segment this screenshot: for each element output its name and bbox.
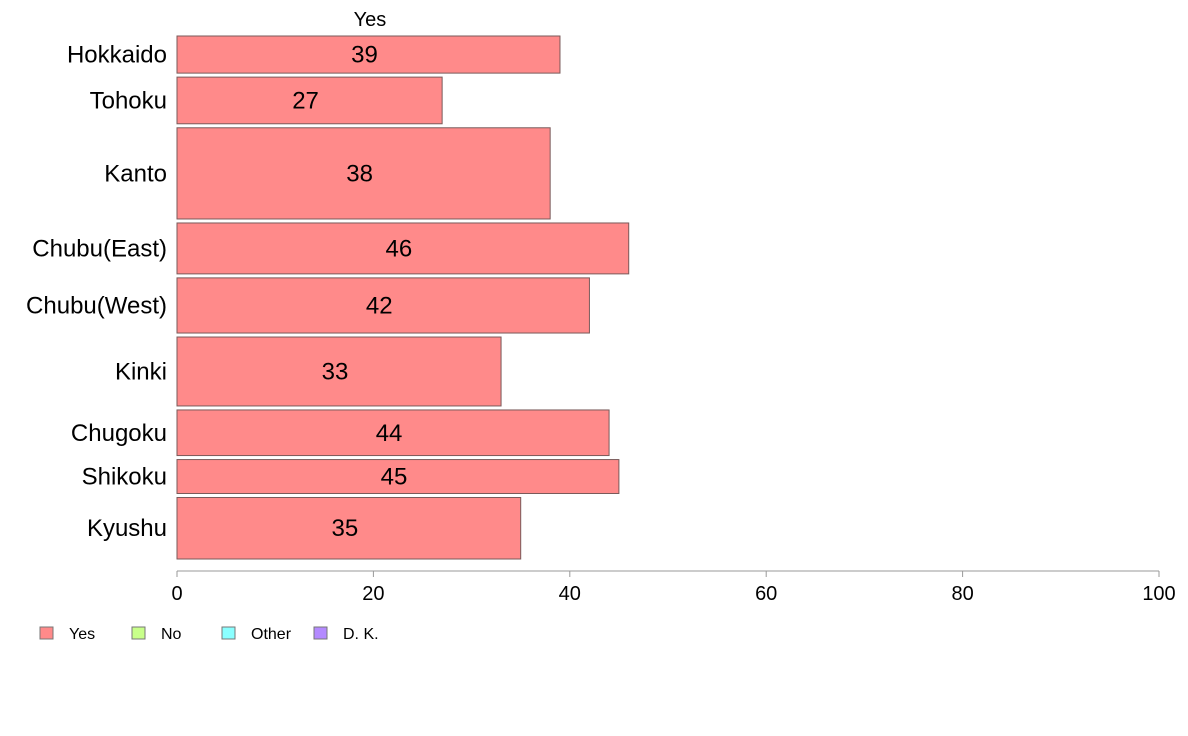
x-tick-label: 100 xyxy=(1142,583,1175,605)
x-tick-label: 80 xyxy=(951,583,973,605)
legend: Yes No Other D. K. xyxy=(39,626,379,643)
bar-chugoku xyxy=(176,409,610,457)
legend-label: D. K. xyxy=(343,626,379,643)
legend-label: Yes xyxy=(69,626,95,643)
bar-hokkaido xyxy=(176,35,561,74)
x-tick-label: 0 xyxy=(171,583,182,605)
data-label: 39 xyxy=(351,42,378,69)
category-label: Kanto xyxy=(104,160,167,187)
bar-kinki xyxy=(176,336,502,407)
legend-swatch xyxy=(313,626,328,640)
bar-chubu-east- xyxy=(176,222,630,275)
bar-kanto xyxy=(176,127,551,220)
bars-group: Hokkaido 39 Tohoku 27 Kanto 38 Chubu(East) 46 Ch… xyxy=(26,35,630,560)
bar-tohoku xyxy=(176,76,443,125)
category-label: Chubu(East) xyxy=(32,235,167,262)
data-label: 38 xyxy=(346,160,373,187)
x-axis: 0 20 40 60 80 100 xyxy=(171,570,1176,605)
data-label: 46 xyxy=(386,235,413,262)
series-title: Yes xyxy=(354,9,387,31)
category-label: Chubu(West) xyxy=(26,292,167,319)
legend-swatch xyxy=(131,626,146,640)
legend-swatch xyxy=(39,626,54,640)
bar-shikoku xyxy=(176,459,620,494)
data-label: 33 xyxy=(322,358,349,385)
category-label: Kyushu xyxy=(87,515,167,542)
data-label: 45 xyxy=(381,464,408,491)
category-label: Hokkaido xyxy=(67,42,167,69)
x-tick-label: 60 xyxy=(755,583,777,605)
data-label: 27 xyxy=(292,87,319,114)
data-label: 42 xyxy=(366,292,393,319)
category-label: Tohoku xyxy=(90,87,167,114)
category-label: Chugoku xyxy=(71,420,167,447)
category-label: Kinki xyxy=(115,358,167,385)
legend-label: No xyxy=(161,626,182,643)
legend-label: Other xyxy=(251,626,292,643)
bar-kyushu xyxy=(176,496,522,560)
bar-chubu-west- xyxy=(176,277,590,334)
data-label: 44 xyxy=(376,420,403,447)
data-label: 35 xyxy=(331,515,358,542)
category-label: Shikoku xyxy=(82,464,167,491)
x-tick-label: 40 xyxy=(559,583,581,605)
x-tick-label: 20 xyxy=(362,583,384,605)
legend-swatch xyxy=(221,626,236,640)
